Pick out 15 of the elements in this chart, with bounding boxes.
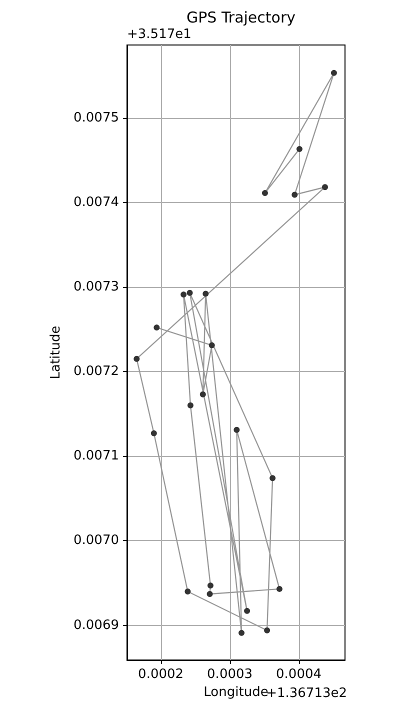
x-tick-label: 0.0004: [276, 667, 322, 682]
y-tick-label: 0.0070: [74, 533, 119, 548]
y-tick-label: 0.0074: [74, 194, 119, 210]
x-axis-title: Longitude: [204, 684, 268, 700]
y-tick-label: 0.0072: [74, 364, 119, 380]
text: +1.36713e2: [266, 686, 347, 701]
x-tick-label: 0.0003: [207, 667, 253, 682]
y-axis-title: Latitude: [48, 326, 64, 380]
y-tick-label: 0.0069: [74, 618, 119, 633]
y-tick-label: 0.0073: [74, 279, 119, 294]
y-tick-label: 0.0071: [74, 448, 119, 464]
text: +3.517e1: [127, 27, 192, 42]
chart-title: GPS Trajectory: [186, 8, 296, 26]
x-tick-label: 0.0002: [138, 667, 184, 682]
y-tick-label: 0.0075: [74, 110, 119, 126]
